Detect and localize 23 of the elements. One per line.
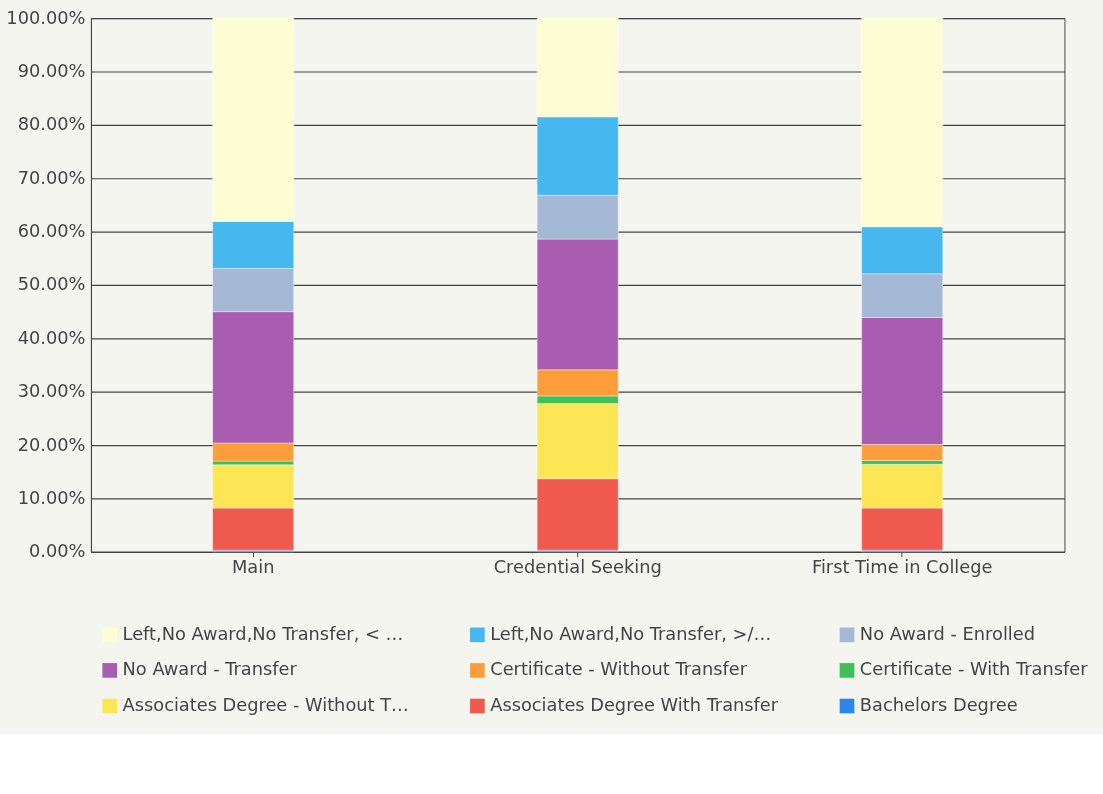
y-tick-label: 90.00% [17, 59, 86, 81]
legend-label: Certificate - Without Transfer [490, 658, 748, 680]
y-tick-label: 40.00% [17, 326, 86, 348]
y-tick-label: 30.00% [17, 380, 86, 402]
legend-label: No Award - Enrolled [859, 622, 1036, 644]
y-tick-label: 70.00% [17, 166, 86, 188]
y-tick-label: 60.00% [17, 220, 86, 242]
y-tick-label: 20.00% [17, 433, 86, 455]
legend-label: No Award - Transfer [122, 658, 298, 680]
y-tick-label: 50.00% [17, 273, 86, 295]
legend-label: Certificate - With Transfer [859, 658, 1089, 680]
x-tick-label: Main [231, 556, 275, 578]
legend-label: Associates Degree With Transfer [490, 693, 779, 715]
legend-label: Associates Degree - Without T… [122, 693, 409, 715]
legend-label: Left,No Award,No Transfer, >/… [490, 622, 772, 644]
legend-label: Left,No Award,No Transfer, < … [122, 622, 404, 644]
y-tick-label: 80.00% [17, 113, 86, 135]
x-tick-label: Credential Seeking [493, 556, 662, 578]
legend-label: Bachelors Degree [859, 693, 1018, 715]
y-tick-label: 0.00% [28, 540, 86, 562]
y-tick-label: 10.00% [17, 486, 86, 508]
x-tick-label: First Time in College [811, 556, 993, 578]
y-tick-label: 100.00% [6, 6, 86, 28]
